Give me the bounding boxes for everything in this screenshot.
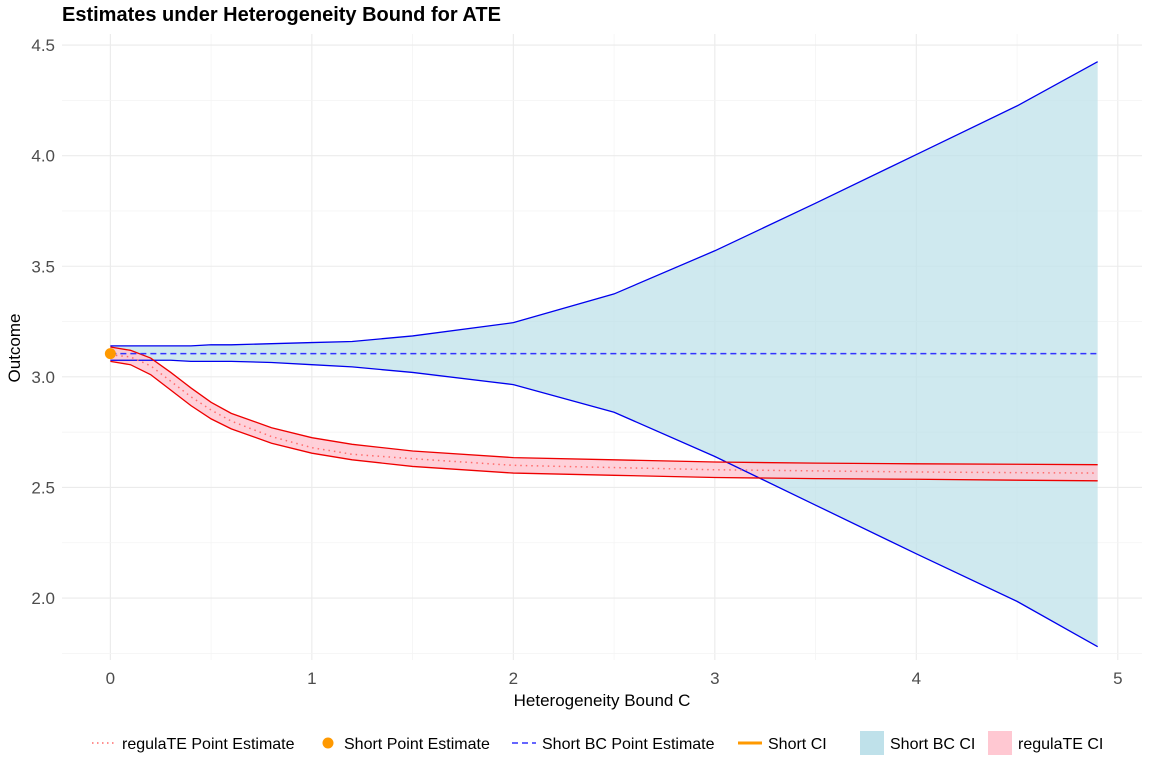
band-1-upper xyxy=(110,346,1098,466)
chart-title: Estimates under Heterogeneity Bound for … xyxy=(62,4,501,26)
x-tick-label: 1 xyxy=(307,669,316,688)
x-tick-label: 0 xyxy=(106,669,115,688)
legend-label: regulaTE Point Estimate xyxy=(122,736,295,753)
x-tick-label: 2 xyxy=(509,669,518,688)
legend-label: Short BC CI xyxy=(890,736,975,753)
y-tick-label: 2.5 xyxy=(31,478,55,497)
legend-label: Short BC Point Estimate xyxy=(542,736,715,753)
series-lines xyxy=(110,352,1098,474)
legend-label: regulaTE CI xyxy=(1018,736,1103,753)
y-axis-title: Outcome xyxy=(5,314,24,383)
legend-label: Short CI xyxy=(768,736,827,753)
legend-key xyxy=(322,737,334,749)
legend: regulaTE Point Estimate Short Point Estim… xyxy=(92,731,1103,755)
band-1-fill xyxy=(110,347,1098,481)
legend-item: regulaTE Point Estimate xyxy=(92,736,295,753)
y-tick-label: 2.0 xyxy=(31,589,55,608)
legend-item: Short Point Estimate xyxy=(322,736,490,753)
series-points xyxy=(104,348,116,360)
y-tick-label: 3.5 xyxy=(31,257,55,276)
x-tick-label: 5 xyxy=(1113,669,1122,688)
y-tick-label: 4.5 xyxy=(31,36,55,55)
y-tick-label: 4.0 xyxy=(31,147,55,166)
y-tick-label: 3.0 xyxy=(31,368,55,387)
legend-item: Short CI xyxy=(738,736,827,753)
x-tick-label: 4 xyxy=(912,669,921,688)
x-tick-labels: 0 1 2 3 4 5 xyxy=(106,669,1123,688)
x-tick-label: 3 xyxy=(710,669,719,688)
point-0 xyxy=(104,348,116,360)
legend-key xyxy=(988,731,1012,755)
y-tick-labels: 2.0 2.5 3.0 3.5 4.0 4.5 xyxy=(31,36,55,608)
x-axis-title: Heterogeneity Bound C xyxy=(514,691,691,710)
legend-label: Short Point Estimate xyxy=(344,736,490,753)
legend-item: Short BC CI xyxy=(860,731,975,755)
legend-item: Short BC Point Estimate xyxy=(512,736,715,753)
band-0-lower xyxy=(110,359,1098,648)
band-1-lower xyxy=(110,360,1098,482)
legend-key xyxy=(860,731,884,755)
band-0-upper xyxy=(110,61,1098,347)
legend-item: regulaTE CI xyxy=(988,731,1103,755)
